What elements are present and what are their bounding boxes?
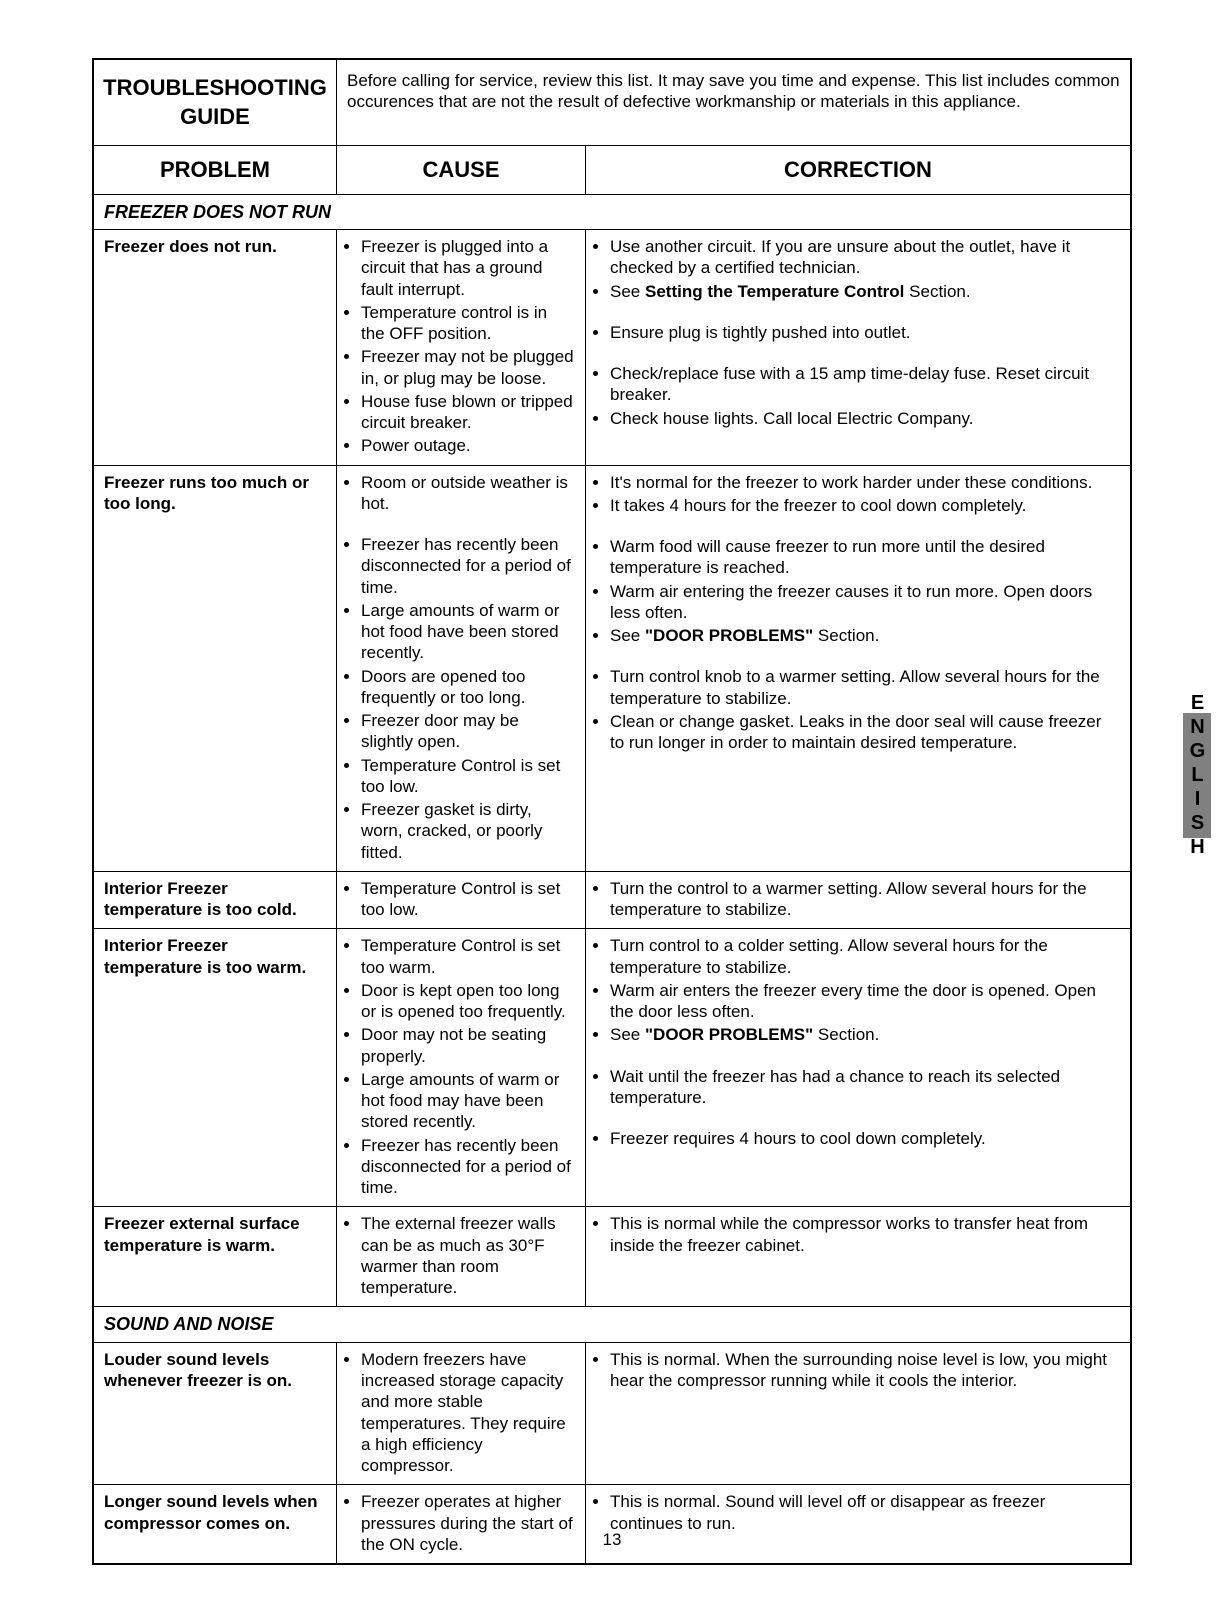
list-item: Warm food will cause freezer to run more…: [610, 536, 1120, 579]
section-title: FREEZER DOES NOT RUN: [93, 194, 1131, 230]
list-item: Clean or change gasket. Leaks in the doo…: [610, 711, 1120, 754]
list-item: Temperature control is in the OFF positi…: [361, 302, 575, 345]
list-item: It takes 4 hours for the freezer to cool…: [610, 495, 1120, 516]
page-container: TROUBLESHOOTING GUIDE Before calling for…: [0, 0, 1224, 1605]
correction-cell: This is normal. When the surrounding noi…: [586, 1342, 1132, 1485]
correction-cell: This is normal. Sound will level off or …: [586, 1485, 1132, 1564]
list-item: Freezer door may be slightly open.: [361, 710, 575, 753]
list-item: Door is kept open too long or is opened …: [361, 980, 575, 1023]
list-item: Freezer is plugged into a circuit that h…: [361, 236, 575, 300]
header-row: PROBLEM CAUSE CORRECTION: [93, 146, 1131, 195]
list-item: Freezer requires 4 hours to cool down co…: [610, 1128, 1120, 1149]
list-item: This is normal. When the surrounding noi…: [610, 1349, 1120, 1392]
list-item: See Setting the Temperature Control Sect…: [610, 281, 1120, 302]
list-item: This is normal. Sound will level off or …: [610, 1491, 1120, 1534]
list-item: Turn control to a colder setting. Allow …: [610, 935, 1120, 978]
list-item: Wait until the freezer has had a chance …: [610, 1066, 1120, 1109]
cause-cell: Room or outside weather is hot. Freezer h…: [337, 465, 586, 871]
list-item: Temperature Control is set too low.: [361, 755, 575, 798]
cause-cell: Freezer is plugged into a circuit that h…: [337, 230, 586, 466]
list-item: Turn the control to a warmer setting. Al…: [610, 878, 1120, 921]
list-item: Freezer has recently been disconnected f…: [361, 1135, 575, 1199]
list-item: Ensure plug is tightly pushed into outle…: [610, 322, 1120, 343]
troubleshooting-table: TROUBLESHOOTING GUIDE Before calling for…: [92, 58, 1132, 1565]
list-item: Large amounts of warm or hot food may ha…: [361, 1069, 575, 1133]
correction-cell: Turn the control to a warmer setting. Al…: [586, 871, 1132, 929]
list-item: See "DOOR PROBLEMS" Section.: [610, 625, 1120, 646]
list-item: This is normal while the compressor work…: [610, 1213, 1120, 1256]
table-row: Interior Freezer temperature is too warm…: [93, 929, 1131, 1207]
section-title: SOUND AND NOISE: [93, 1307, 1131, 1343]
list-item: Large amounts of warm or hot food have b…: [361, 600, 575, 664]
problem-cell: Interior Freezer temperature is too warm…: [93, 929, 337, 1207]
list-item: Turn control knob to a warmer setting. A…: [610, 666, 1120, 709]
list-item: Temperature Control is set too low.: [361, 878, 575, 921]
list-item: Temperature Control is set too warm.: [361, 935, 575, 978]
language-tab: ENGLISH: [1183, 713, 1211, 838]
list-item: Power outage.: [361, 435, 575, 456]
problem-cell: Freezer external surface temperature is …: [93, 1207, 337, 1307]
cause-cell: Temperature Control is set too warm.Door…: [337, 929, 586, 1207]
cause-cell: The external freezer walls can be as muc…: [337, 1207, 586, 1307]
cause-cell: Freezer operates at higher pressures dur…: [337, 1485, 586, 1564]
table-row: Freezer runs too much or too long.Room o…: [93, 465, 1131, 871]
list-item: Check/replace fuse with a 15 amp time-de…: [610, 363, 1120, 406]
problem-cell: Freezer runs too much or too long.: [93, 465, 337, 871]
list-item: It's normal for the freezer to work hard…: [610, 472, 1120, 493]
table-row: Longer sound levels when compressor come…: [93, 1485, 1131, 1564]
table-body: FREEZER DOES NOT RUNFreezer does not run…: [93, 194, 1131, 1564]
list-item: Warm air enters the freezer every time t…: [610, 980, 1120, 1023]
header-problem: PROBLEM: [93, 146, 337, 195]
list-item: See "DOOR PROBLEMS" Section.: [610, 1024, 1120, 1045]
list-item: Use another circuit. If you are unsure a…: [610, 236, 1120, 279]
correction-cell: This is normal while the compressor work…: [586, 1207, 1132, 1307]
cause-cell: Modern freezers have increased storage c…: [337, 1342, 586, 1485]
title-row: TROUBLESHOOTING GUIDE Before calling for…: [93, 59, 1131, 146]
intro-text: Before calling for service, review this …: [337, 59, 1132, 146]
correction-cell: Turn control to a colder setting. Allow …: [586, 929, 1132, 1207]
cause-cell: Temperature Control is set too low.: [337, 871, 586, 929]
header-cause: CAUSE: [337, 146, 586, 195]
list-item: Room or outside weather is hot.: [361, 472, 575, 515]
problem-cell: Longer sound levels when compressor come…: [93, 1485, 337, 1564]
list-item: Warm air entering the freezer causes it …: [610, 581, 1120, 624]
problem-cell: Freezer does not run.: [93, 230, 337, 466]
section-header-row: SOUND AND NOISE: [93, 1307, 1131, 1343]
guide-title: TROUBLESHOOTING GUIDE: [93, 59, 337, 146]
page-number: 13: [0, 1530, 1224, 1550]
problem-cell: Interior Freezer temperature is too cold…: [93, 871, 337, 929]
list-item: Freezer gasket is dirty, worn, cracked, …: [361, 799, 575, 863]
list-item: Freezer has recently been disconnected f…: [361, 534, 575, 598]
table-row: Louder sound levels whenever freezer is …: [93, 1342, 1131, 1485]
table-row: Freezer does not run. Freezer is plugged …: [93, 230, 1131, 466]
correction-cell: It's normal for the freezer to work hard…: [586, 465, 1132, 871]
problem-cell: Louder sound levels whenever freezer is …: [93, 1342, 337, 1485]
list-item: House fuse blown or tripped circuit brea…: [361, 391, 575, 434]
list-item: Modern freezers have increased storage c…: [361, 1349, 575, 1477]
list-item: Door may not be seating properly.: [361, 1024, 575, 1067]
list-item: Freezer may not be plugged in, or plug m…: [361, 346, 575, 389]
table-row: Interior Freezer temperature is too cold…: [93, 871, 1131, 929]
list-item: Doors are opened too frequently or too l…: [361, 666, 575, 709]
section-header-row: FREEZER DOES NOT RUN: [93, 194, 1131, 230]
correction-cell: Use another circuit. If you are unsure a…: [586, 230, 1132, 466]
table-row: Freezer external surface temperature is …: [93, 1207, 1131, 1307]
list-item: Check house lights. Call local Electric …: [610, 408, 1120, 429]
header-correction: CORRECTION: [586, 146, 1132, 195]
list-item: The external freezer walls can be as muc…: [361, 1213, 575, 1298]
